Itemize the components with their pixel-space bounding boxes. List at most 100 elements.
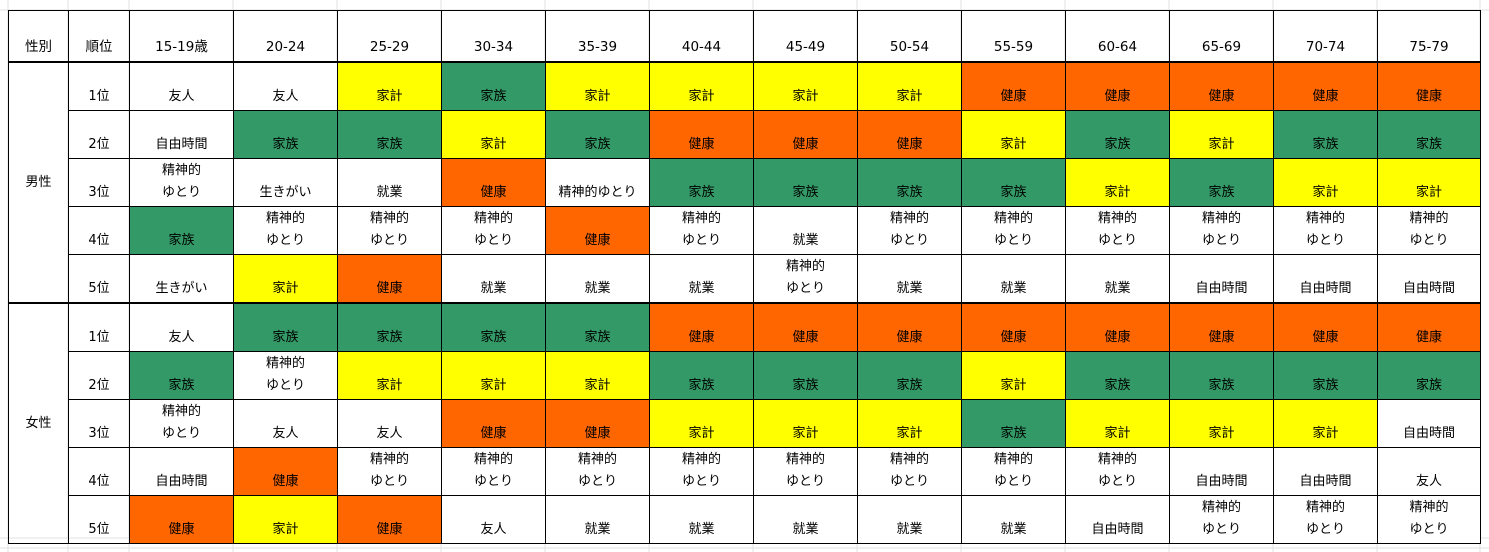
cell-text: 家族 <box>1104 378 1131 393</box>
ranking-cell: 自由時間 <box>1169 254 1274 304</box>
ranking-cell: 精神的 ゆとり <box>1065 206 1170 255</box>
cell-text: 自由時間 <box>155 474 208 489</box>
rank-label: 2位 <box>68 351 130 400</box>
cell-text: 自由時間 <box>1402 426 1455 441</box>
cell-text: 家計 <box>1000 137 1027 152</box>
cell-text: 健康 <box>896 137 923 152</box>
ranking-cell: 就業 <box>545 254 650 304</box>
table-row: 4位 自由時間 健康 精神的 ゆとり 精神的 ゆとり 精神的 ゆとり 精神的 ゆとり 精神的 … <box>9 447 1481 496</box>
header-rank: 順位 <box>68 10 130 63</box>
cell-text: 就業 <box>480 281 507 296</box>
cell-text: 家族 <box>376 137 403 152</box>
ranking-cell: 健康 <box>1065 302 1170 352</box>
cell-text: 精神的 ゆとり <box>1201 500 1241 537</box>
ranking-cell: 就業 <box>753 206 858 255</box>
table-row: 4位 家族 精神的 ゆとり 精神的 ゆとり 精神的 ゆとり 健康 精神的 ゆとり 就業 精神的 … <box>9 206 1481 255</box>
ranking-cell: 精神的 ゆとり <box>961 206 1066 255</box>
cell-text: 就業 <box>896 281 923 296</box>
cell-text: 家族 <box>584 137 611 152</box>
cell-text: 家族 <box>272 330 299 345</box>
ranking-cell: 家族 <box>1377 351 1481 400</box>
cell-text: 精神的 ゆとり <box>369 452 409 489</box>
cell-text: 健康 <box>1415 89 1442 104</box>
cell-text: 自由時間 <box>1091 522 1144 537</box>
ranking-cell: 家計 <box>649 399 754 448</box>
ranking-cell: 家族 <box>1273 110 1378 159</box>
ranking-cell: 友人 <box>337 399 442 448</box>
cell-text: 友人 <box>1415 474 1442 489</box>
cell-text: 家族 <box>168 233 195 248</box>
ranking-cell: 精神的 ゆとり <box>857 206 962 255</box>
cell-text: 家族 <box>480 330 507 345</box>
cell-text: 家族 <box>1415 137 1442 152</box>
cell-text: 精神的 ゆとり <box>1201 211 1241 248</box>
ranking-cell: 家族 <box>1377 110 1481 159</box>
cell-text: 友人 <box>168 89 195 104</box>
table-row: 3位 精神的 ゆとり 友人 友人 健康 健康 家計 家計 家計 家族 家計 家計 家計 自由時間 <box>9 399 1481 448</box>
rank-label: 4位 <box>68 206 130 255</box>
cell-text: 家族 <box>584 330 611 345</box>
cell-text: 家計 <box>896 89 923 104</box>
cell-text: 健康 <box>480 185 507 200</box>
ranking-cell: 就業 <box>961 495 1066 544</box>
cell-text: 家計 <box>376 89 403 104</box>
header-gender: 性別 <box>8 10 69 63</box>
ranking-cell: 健康 <box>961 302 1066 352</box>
table-row: 5位 生きがい 家計 健康 就業 就業 就業 精神的 ゆとり 就業 就業 就業 自由時間 自由時間 自由時… <box>9 254 1481 304</box>
ranking-cell: 家計 <box>753 61 858 111</box>
rank-label: 3位 <box>68 399 130 448</box>
ranking-cell: 家族 <box>961 399 1066 448</box>
ranking-cell: 健康 <box>1065 61 1170 111</box>
cell-text: 家計 <box>1104 185 1131 200</box>
ranking-cell: 自由時間 <box>1065 495 1170 544</box>
cell-text: 家族 <box>1104 137 1131 152</box>
table-row: 3位 精神的 ゆとり 生きがい 就業 健康 精神的ゆとり 家族 家族 家族 家族 家計 家族 家計 家計 <box>9 158 1481 207</box>
ranking-cell: 健康 <box>649 302 754 352</box>
ranking-cell: 家族 <box>1169 351 1274 400</box>
cell-text: 友人 <box>376 426 403 441</box>
cell-text: 健康 <box>584 233 611 248</box>
rank-label: 4位 <box>68 447 130 496</box>
ranking-cell: 家計 <box>441 351 546 400</box>
ranking-cell: 家族 <box>961 158 1066 207</box>
cell-text: 健康 <box>1312 330 1339 345</box>
ranking-cell: 友人 <box>233 399 338 448</box>
cell-text: 家族 <box>1415 378 1442 393</box>
ranking-cell: 健康 <box>1273 61 1378 111</box>
cell-text: 精神的 ゆとり <box>265 356 305 393</box>
ranking-cell: 友人 <box>1377 447 1481 496</box>
ranking-cell: 健康 <box>753 110 858 159</box>
ranking-cell: 健康 <box>1169 302 1274 352</box>
rank-label: 5位 <box>68 254 130 304</box>
cell-text: 家族 <box>792 185 819 200</box>
cell-text: 健康 <box>480 426 507 441</box>
cell-text: 健康 <box>1000 89 1027 104</box>
cell-text: 家族 <box>896 185 923 200</box>
header-age-7: 50-54 <box>857 10 962 63</box>
ranking-cell: 健康 <box>753 302 858 352</box>
ranking-cell: 就業 <box>545 495 650 544</box>
cell-text: 精神的 ゆとり <box>161 404 201 441</box>
cell-text: 精神的 ゆとり <box>473 211 513 248</box>
cell-text: 就業 <box>584 281 611 296</box>
ranking-cell: 就業 <box>961 254 1066 304</box>
cell-text: 健康 <box>1208 330 1235 345</box>
ranking-cell: 健康 <box>857 110 962 159</box>
ranking-cell: 家計 <box>337 61 442 111</box>
ranking-cell: 家計 <box>233 254 338 304</box>
cell-text: 家計 <box>584 89 611 104</box>
cell-text: 就業 <box>1000 281 1027 296</box>
cell-text: 就業 <box>1104 281 1131 296</box>
ranking-cell: 就業 <box>753 495 858 544</box>
cell-text: 精神的 ゆとり <box>1097 211 1137 248</box>
ranking-cell: 健康 <box>857 302 962 352</box>
cell-text: 精神的 ゆとり <box>785 259 825 296</box>
ranking-cell: 家族 <box>441 302 546 352</box>
cell-text: 家族 <box>1208 185 1235 200</box>
cell-text: 精神的 ゆとり <box>889 452 929 489</box>
ranking-cell: 就業 <box>649 495 754 544</box>
cell-text: 就業 <box>896 522 923 537</box>
rank-label: 2位 <box>68 110 130 159</box>
cell-text: 家計 <box>1104 426 1131 441</box>
ranking-cell: 家計 <box>1065 158 1170 207</box>
